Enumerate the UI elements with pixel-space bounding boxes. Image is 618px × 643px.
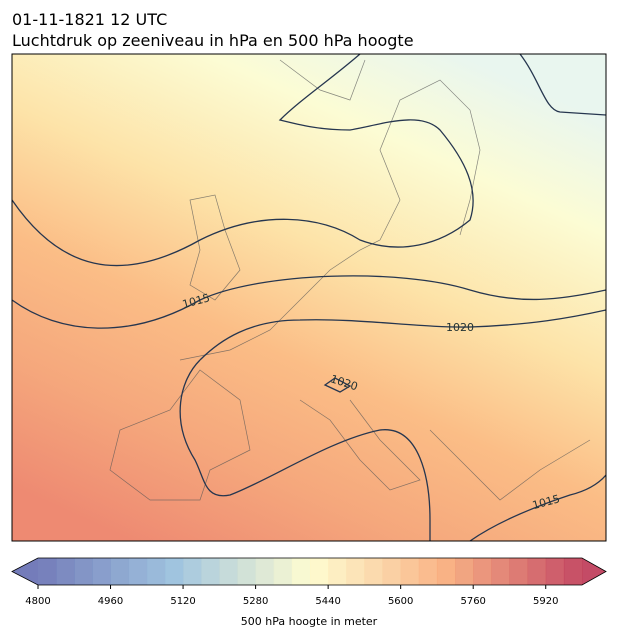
colorbar-segment — [110, 558, 130, 585]
coastline — [189, 194, 241, 301]
colorbar-segment — [164, 558, 184, 585]
colorbar-segment — [92, 558, 112, 585]
colorbar-segment — [346, 558, 365, 585]
colorbar-segment — [201, 558, 220, 585]
colorbar-extend-high — [582, 558, 606, 585]
colorbar-tick-label: 5920 — [533, 596, 558, 607]
colorbar-segment — [328, 558, 347, 585]
colorbar-segment — [382, 558, 402, 585]
colorbar-segment — [38, 558, 57, 585]
colorbar-segment — [545, 558, 565, 585]
colorbar-segment — [219, 558, 238, 585]
isobar — [199, 309, 606, 361]
colorbar-segment — [455, 558, 474, 585]
colorbar-segment — [310, 558, 329, 585]
colorbar-segment — [128, 558, 148, 585]
colorbar-segment — [400, 558, 420, 585]
isobar — [12, 54, 474, 267]
contour-label: 1020 — [446, 321, 474, 334]
colorbar-segment — [418, 558, 438, 585]
isobar — [469, 474, 606, 541]
coastline — [429, 429, 591, 501]
colorbar-tick-label: 4960 — [98, 596, 123, 607]
colorbar-segment — [183, 558, 202, 585]
coastline — [279, 59, 366, 101]
colorbar-segment — [491, 558, 510, 585]
colorbar-label: 500 hPa hoogte in meter — [241, 615, 378, 628]
colorbar-segment — [364, 558, 384, 585]
colorbar-segment — [563, 558, 583, 585]
colorbar-outline — [11, 557, 607, 586]
isobar — [12, 275, 606, 329]
colorbar-segment — [436, 558, 456, 585]
map: 1015 1020 1020 1015 — [12, 54, 606, 541]
colorbar-segment — [509, 558, 529, 585]
colorbar-segment — [291, 558, 311, 585]
colorbar-segment — [237, 558, 257, 585]
colorbar-segment — [74, 558, 93, 585]
coastline — [299, 399, 421, 491]
date: 01-11-1821 12 UTC — [12, 10, 167, 29]
colorbar-segment — [255, 558, 275, 585]
isobar — [323, 377, 352, 393]
colorbar-segment — [273, 558, 293, 585]
colorbar-segment — [56, 558, 75, 585]
isobar — [179, 359, 431, 541]
colorbar-tick-label: 5600 — [388, 596, 413, 607]
colorbar-tick-label: 5280 — [243, 596, 268, 607]
colorbar-tick-label: 4800 — [25, 596, 50, 607]
map-frame — [11, 53, 607, 542]
colorbar-segment — [146, 558, 166, 585]
title: Luchtdruk op zeeniveau in hPa en 500 hPa… — [12, 31, 414, 50]
colorbar-tick-label: 5760 — [460, 596, 485, 607]
colorbar: 4800 4960 5120 5280 5440 5600 5760 5920 — [11, 557, 607, 607]
colorbar-extend-low — [12, 558, 38, 585]
isobar — [519, 54, 606, 116]
colorbar-segment — [527, 558, 547, 585]
colorbar-segment — [473, 558, 492, 585]
colorbar-tick-label: 5120 — [170, 596, 195, 607]
colorbar-tick-label: 5440 — [315, 596, 340, 607]
coastline — [109, 369, 251, 501]
coastline — [179, 79, 481, 361]
